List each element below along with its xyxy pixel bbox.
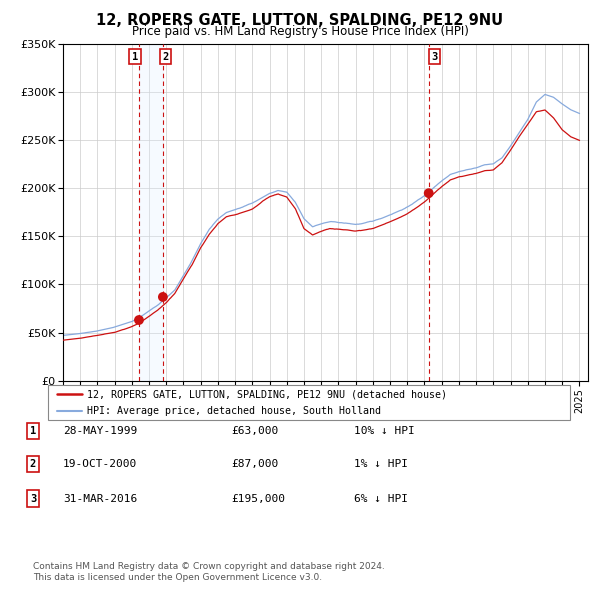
Text: HPI: Average price, detached house, South Holland: HPI: Average price, detached house, Sout… — [87, 405, 381, 415]
Text: 10% ↓ HPI: 10% ↓ HPI — [354, 426, 415, 435]
Text: Price paid vs. HM Land Registry's House Price Index (HPI): Price paid vs. HM Land Registry's House … — [131, 25, 469, 38]
Text: 12, ROPERS GATE, LUTTON, SPALDING, PE12 9NU: 12, ROPERS GATE, LUTTON, SPALDING, PE12 … — [97, 13, 503, 28]
Text: 3: 3 — [431, 52, 438, 62]
Text: 6% ↓ HPI: 6% ↓ HPI — [354, 494, 408, 503]
Text: This data is licensed under the Open Government Licence v3.0.: This data is licensed under the Open Gov… — [33, 572, 322, 582]
Text: 3: 3 — [30, 494, 36, 503]
Text: £87,000: £87,000 — [231, 460, 278, 469]
Point — [158, 292, 167, 301]
Text: 1: 1 — [30, 426, 36, 435]
Text: £63,000: £63,000 — [231, 426, 278, 435]
Point — [134, 315, 144, 324]
Text: 12, ROPERS GATE, LUTTON, SPALDING, PE12 9NU (detached house): 12, ROPERS GATE, LUTTON, SPALDING, PE12 … — [87, 389, 447, 399]
Text: 31-MAR-2016: 31-MAR-2016 — [63, 494, 137, 503]
Bar — [139, 44, 163, 381]
Text: 2: 2 — [30, 460, 36, 469]
FancyBboxPatch shape — [48, 385, 570, 420]
Text: 19-OCT-2000: 19-OCT-2000 — [63, 460, 137, 469]
Text: £195,000: £195,000 — [231, 494, 285, 503]
Text: 2: 2 — [163, 52, 169, 62]
Text: Contains HM Land Registry data © Crown copyright and database right 2024.: Contains HM Land Registry data © Crown c… — [33, 562, 385, 571]
Text: 1: 1 — [132, 52, 138, 62]
Text: 1% ↓ HPI: 1% ↓ HPI — [354, 460, 408, 469]
Text: 28-MAY-1999: 28-MAY-1999 — [63, 426, 137, 435]
Point — [424, 188, 434, 198]
